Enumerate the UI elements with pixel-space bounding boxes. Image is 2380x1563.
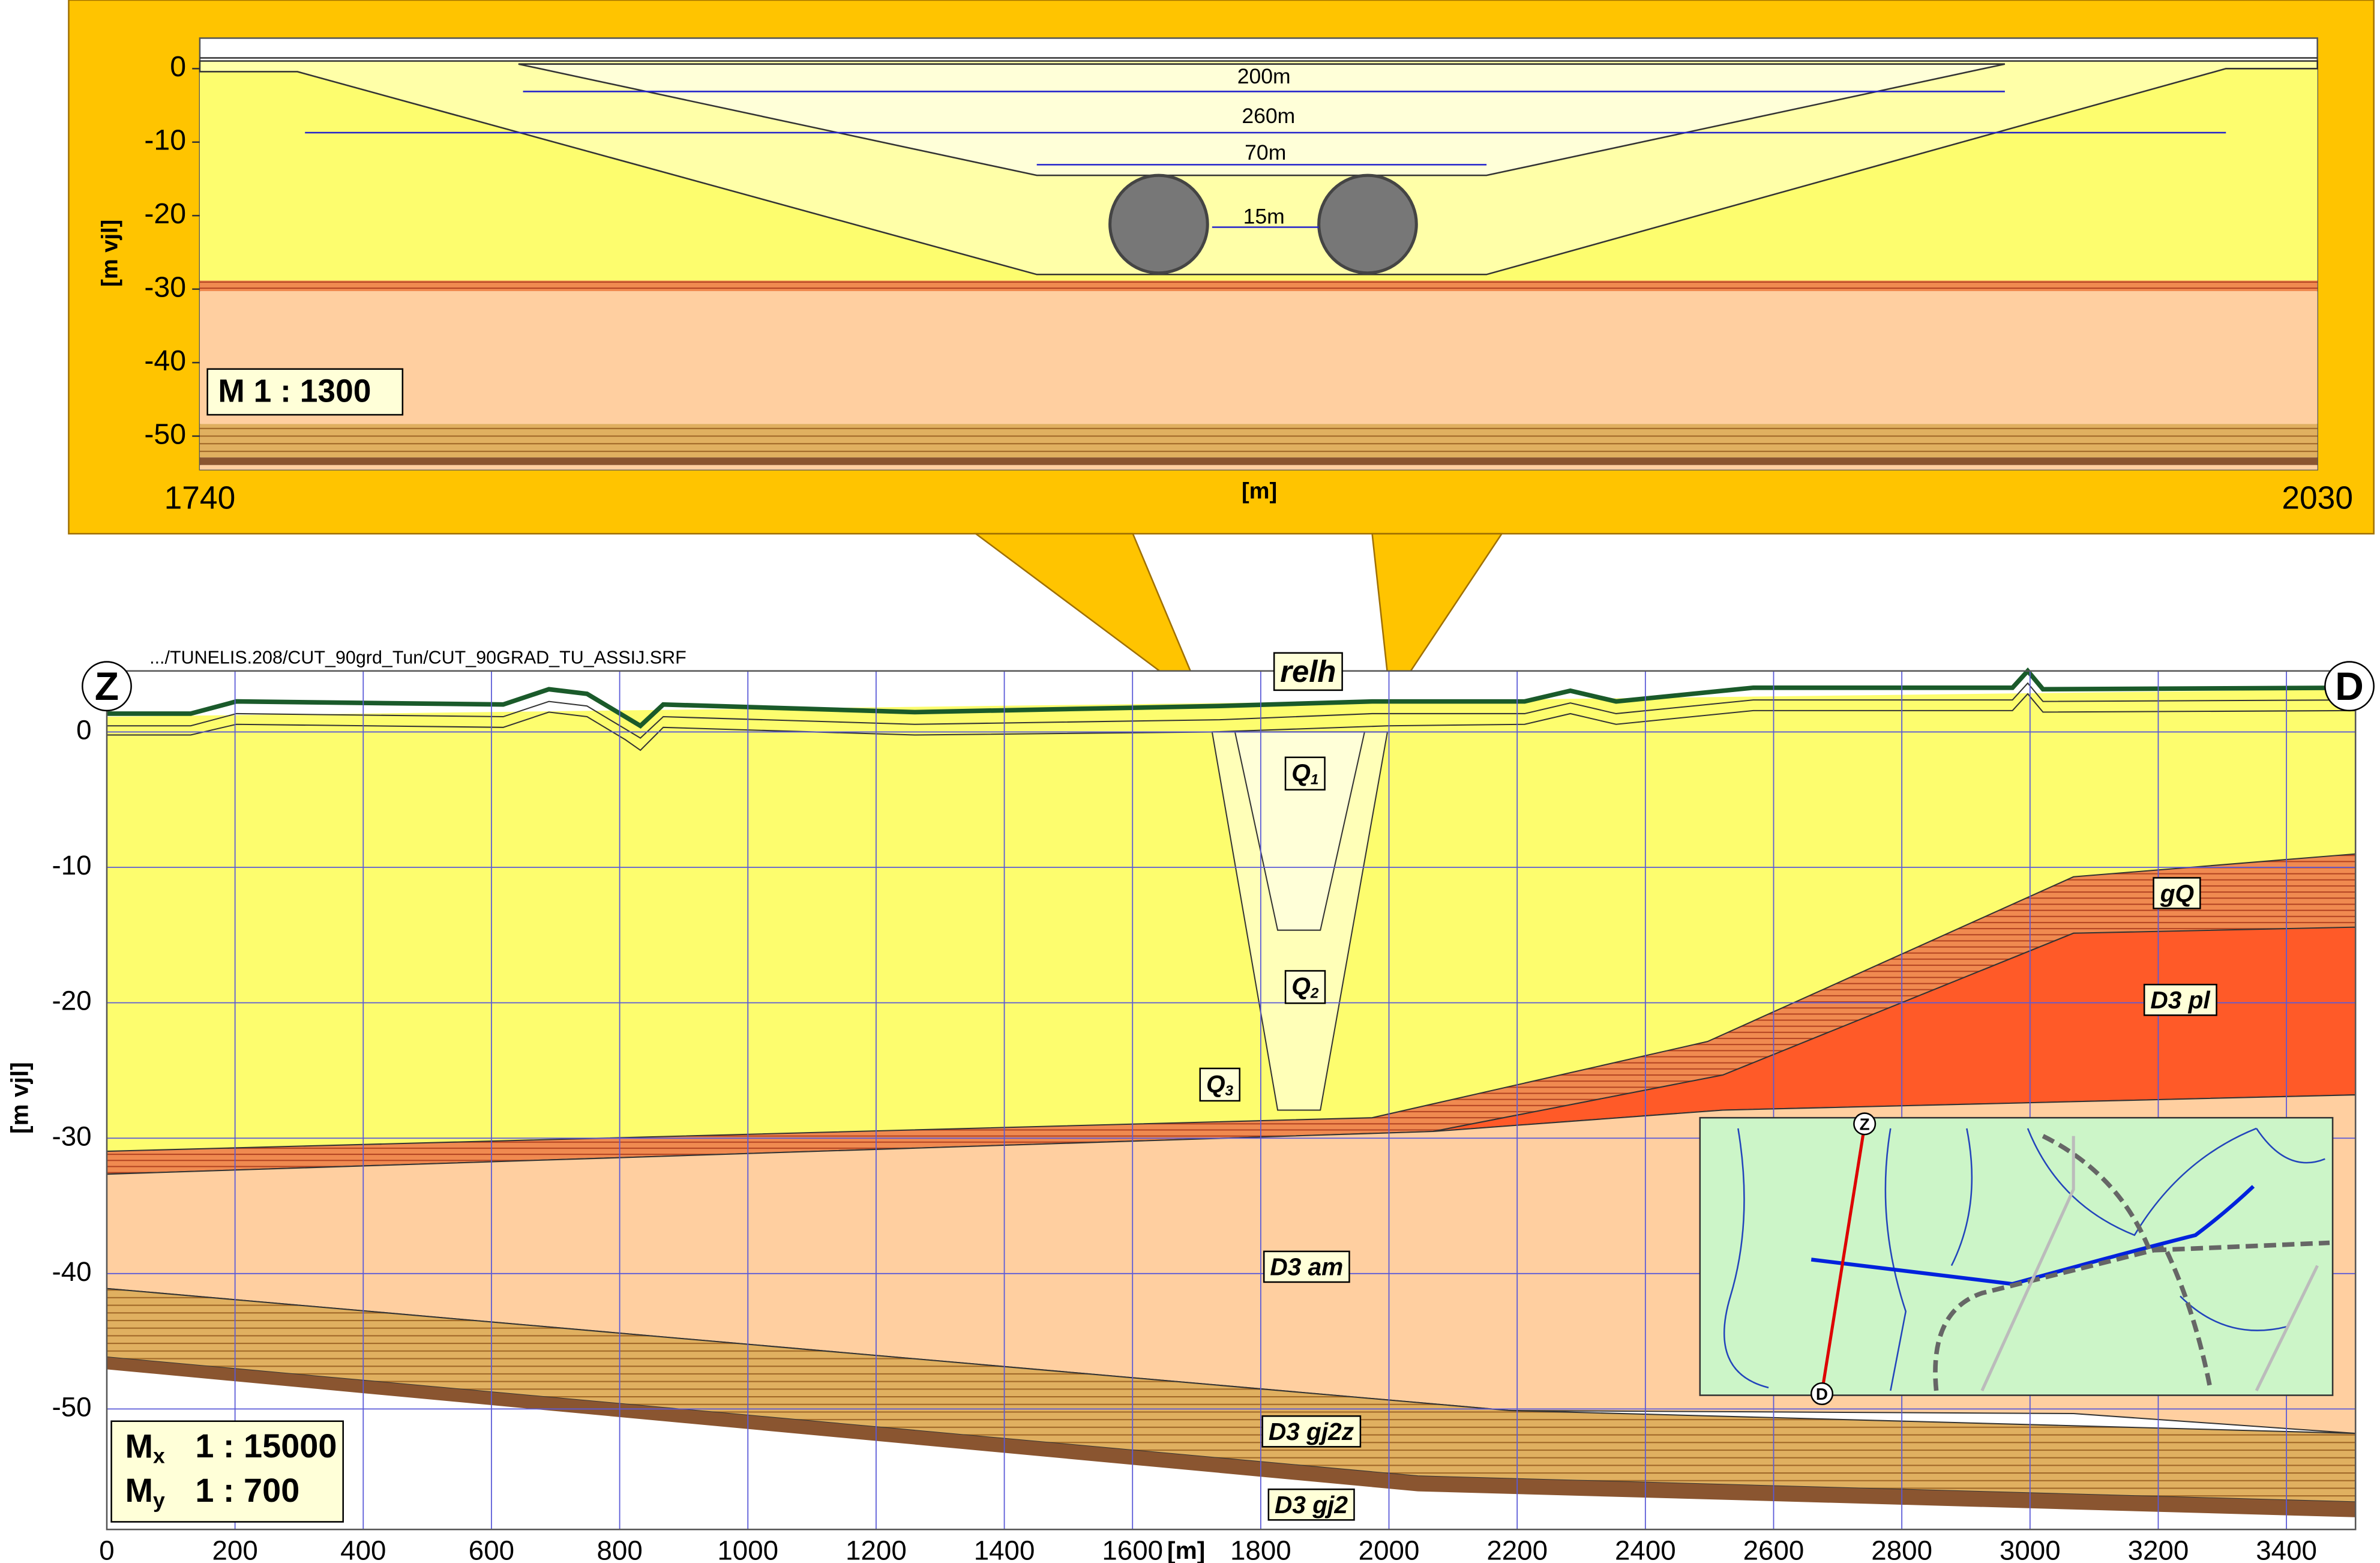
label-text: Q: [1291, 759, 1311, 786]
x-label: [m]: [1242, 479, 1277, 504]
unit-label: D3 gj2z: [1269, 1418, 1354, 1445]
y-tick-label: 0: [170, 50, 186, 83]
y-label: [m vjl]: [5, 1062, 33, 1134]
start-label: Z: [95, 664, 119, 708]
label-box: [1267, 1488, 1355, 1521]
label-box: [1284, 970, 1326, 1004]
dimension: 70m: [1245, 140, 1286, 164]
x-tick-label: 2600: [1743, 1535, 1805, 1563]
scale-ratio: 1 : 700: [195, 1471, 299, 1509]
y-tick-label: -10: [144, 124, 186, 157]
unit-label: Q2: [1291, 972, 1319, 1002]
unit-label: relh: [1280, 654, 1336, 688]
detail-section: [199, 57, 2318, 470]
dimension: 15m: [1243, 205, 1285, 229]
scale-box: [110, 1420, 344, 1523]
start-marker: [82, 661, 132, 712]
y-tick-label: -20: [52, 986, 92, 1016]
x-end: 2030: [2282, 480, 2353, 516]
scale-box: [206, 368, 404, 416]
x-tick-label: 1800: [1230, 1535, 1291, 1563]
y-tick-label: -30: [144, 271, 186, 303]
subscript: 3: [1225, 1083, 1234, 1099]
label-text: relh: [1280, 654, 1336, 688]
label-text: Q: [1206, 1070, 1225, 1098]
end-marker: [2324, 661, 2375, 712]
unit-label: Q1: [1291, 759, 1318, 788]
label-box: [1263, 1250, 1350, 1283]
x-tick-label: 1000: [717, 1535, 778, 1563]
label-text: D3 am: [1270, 1253, 1343, 1280]
x-tick-label: 800: [597, 1535, 642, 1563]
file-path: .../TUNELIS.208/CUT_90grd_Tun/CUT_90GRAD…: [149, 648, 687, 668]
y-tick-label: -50: [144, 418, 186, 450]
scale: M 1 : 1300: [218, 374, 371, 409]
unit-label: gQ: [2160, 879, 2194, 907]
x-tick-label: 2200: [1486, 1535, 1548, 1563]
y-tick-label: -30: [52, 1121, 92, 1151]
x-tick-label: 1200: [846, 1535, 907, 1563]
y-tick-label: 0: [76, 715, 91, 745]
label-box: [1273, 652, 1343, 691]
map-end: D: [1816, 1385, 1828, 1403]
end-label: D: [2335, 664, 2364, 708]
map-start: Z: [1860, 1115, 1870, 1133]
label-box: [1199, 1067, 1240, 1102]
label-text: Q: [1291, 972, 1311, 1000]
x-tick-label: 200: [212, 1535, 257, 1563]
label-box: [2153, 877, 2201, 909]
y-tick-label: -10: [52, 850, 92, 881]
unit-label: Q3: [1206, 1070, 1234, 1100]
x-tick-label: 2800: [1871, 1535, 1932, 1563]
label-box: [1261, 1415, 1362, 1448]
label-box: [1284, 756, 1326, 791]
unit-label: D3 gj2: [1275, 1491, 1348, 1519]
scale-ratio: 1 : 15000: [195, 1427, 337, 1465]
y-tick-label: -50: [52, 1391, 92, 1422]
label-text: D3 gj2: [1275, 1491, 1348, 1519]
x-tick-label: 1400: [974, 1535, 1035, 1563]
unit-label: D3 pl: [2150, 986, 2210, 1014]
subscript: 1: [1311, 772, 1319, 788]
scale-axis: M: [125, 1427, 153, 1465]
y-tick-label: -40: [144, 345, 186, 377]
plot-frame: [106, 670, 2357, 1531]
x-tick-label: 3200: [2128, 1535, 2189, 1563]
y-label: [m vjl]: [98, 220, 123, 287]
x-tick-label: 2400: [1615, 1535, 1676, 1563]
x-tick-label: 2000: [1359, 1535, 1420, 1563]
label-text: D3 pl: [2150, 986, 2210, 1014]
label-box: [2143, 984, 2217, 1016]
dimension: 260m: [1242, 104, 1295, 128]
label-text: D3 gj2z: [1269, 1418, 1354, 1445]
x-tick-label: 0: [99, 1535, 114, 1563]
dimension: 200m: [1237, 64, 1291, 88]
location-map: [1699, 1112, 2334, 1406]
x-tick-label: 1600: [1102, 1535, 1163, 1563]
y-tick-label: -20: [144, 197, 186, 230]
scale: My: [125, 1471, 165, 1513]
scale-axis: M: [125, 1471, 153, 1509]
x-label: [m]: [1167, 1537, 1205, 1563]
x-tick-label: 3400: [2256, 1535, 2317, 1563]
scale: Mx: [125, 1427, 165, 1468]
subscript: y: [153, 1489, 165, 1513]
y-tick-label: -40: [52, 1256, 92, 1287]
x-tick-label: 3000: [2000, 1535, 2061, 1563]
unit-label: D3 am: [1270, 1253, 1343, 1280]
label-text: gQ: [2160, 879, 2194, 907]
x-tick-label: 400: [340, 1535, 386, 1563]
subscript: x: [153, 1444, 165, 1468]
x-tick-label: 600: [469, 1535, 514, 1563]
x-start: 1740: [164, 480, 236, 516]
subscript: 2: [1310, 986, 1319, 1002]
